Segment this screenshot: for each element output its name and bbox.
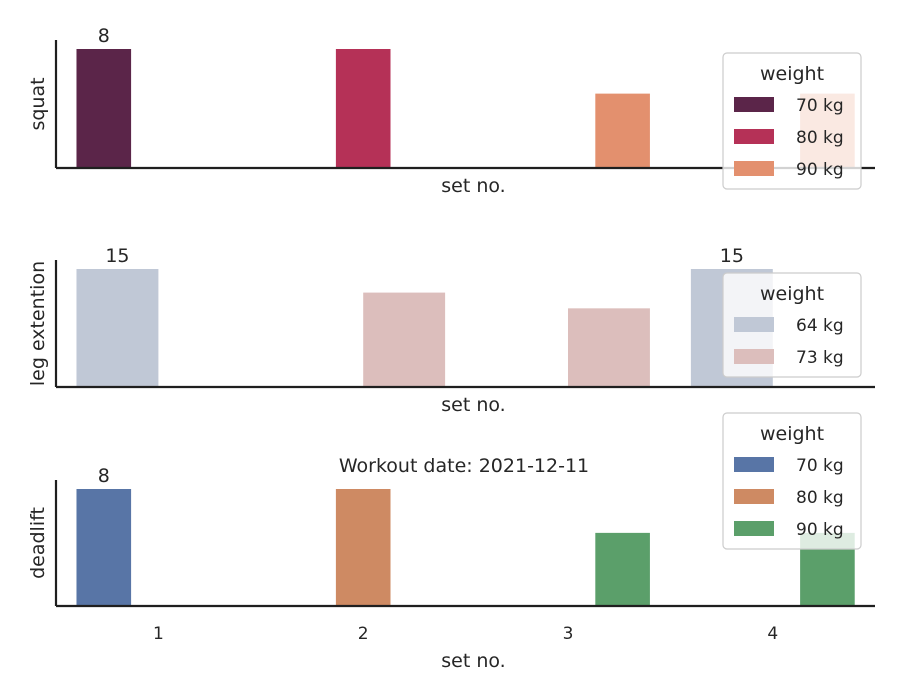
y-axis-label: squat [27,77,49,130]
panel-squat: 8 squat set no. weight 70 kg 80 kg 90 kg [27,25,875,197]
panel-deadlift: 8 deadlift 1 2 3 4 set no. weight 70 kg 80 kg 90 k… [27,412,875,672]
bar-set3-90kg [595,93,650,168]
bar-set1-64kg [76,269,159,387]
bar-set2-73kg [363,292,446,387]
x-axis-label: set no. [441,175,505,197]
legend-swatch [734,97,774,112]
legend-item-label: 70 kg [796,456,844,476]
legend-swatch [734,521,774,536]
x-tick-label: 3 [563,624,574,644]
x-tick-label: 2 [358,624,369,644]
x-axis-label: set no. [441,650,505,672]
x-axis-label: set no. [441,394,505,416]
legend-title: weight [760,423,824,445]
x-tick-label: 1 [153,624,164,644]
bar-set2-80kg [335,49,391,168]
legend-swatch [734,457,774,472]
legend: weight 70 kg 80 kg 90 kg [722,412,862,550]
legend-box [722,412,862,550]
figure-title: Workout date: 2021-12-11 [339,455,589,477]
legend-title: weight [760,283,824,305]
panel-leg-extention: 15 15 leg extention set no. weight 64 kg 73 kg [27,245,875,416]
y-axis-label: leg extention [27,261,49,386]
bar-value-label: 8 [98,465,110,487]
bar-set3-73kg [568,308,650,387]
legend-item-label: 90 kg [796,520,844,540]
bar-value-label: 8 [98,25,110,47]
legend: weight 64 kg 73 kg [722,272,862,378]
legend-box [722,52,862,190]
legend-item-label: 80 kg [796,128,844,148]
legend-swatch [734,129,774,144]
x-tick-label: 4 [767,624,778,644]
bar-value-label: 15 [720,245,744,267]
bar-set3-90kg [595,532,650,606]
legend-item-label: 70 kg [796,96,844,116]
legend-item-label: 73 kg [796,348,844,368]
bar-set2-80kg [335,489,391,606]
legend-item-label: 80 kg [796,488,844,508]
bar-value-label: 15 [105,245,129,267]
bar-set1-70kg [76,49,132,168]
legend-swatch [734,349,774,364]
legend-swatch [734,317,774,332]
legend-swatch [734,161,774,176]
legend-item-label: 64 kg [796,316,844,336]
legend: weight 70 kg 80 kg 90 kg [722,52,862,190]
bar-set1-70kg [76,489,132,606]
legend-title: weight [760,63,824,85]
legend-item-label: 90 kg [796,160,844,180]
legend-swatch [734,489,774,504]
y-axis-label: deadlift [27,507,49,579]
